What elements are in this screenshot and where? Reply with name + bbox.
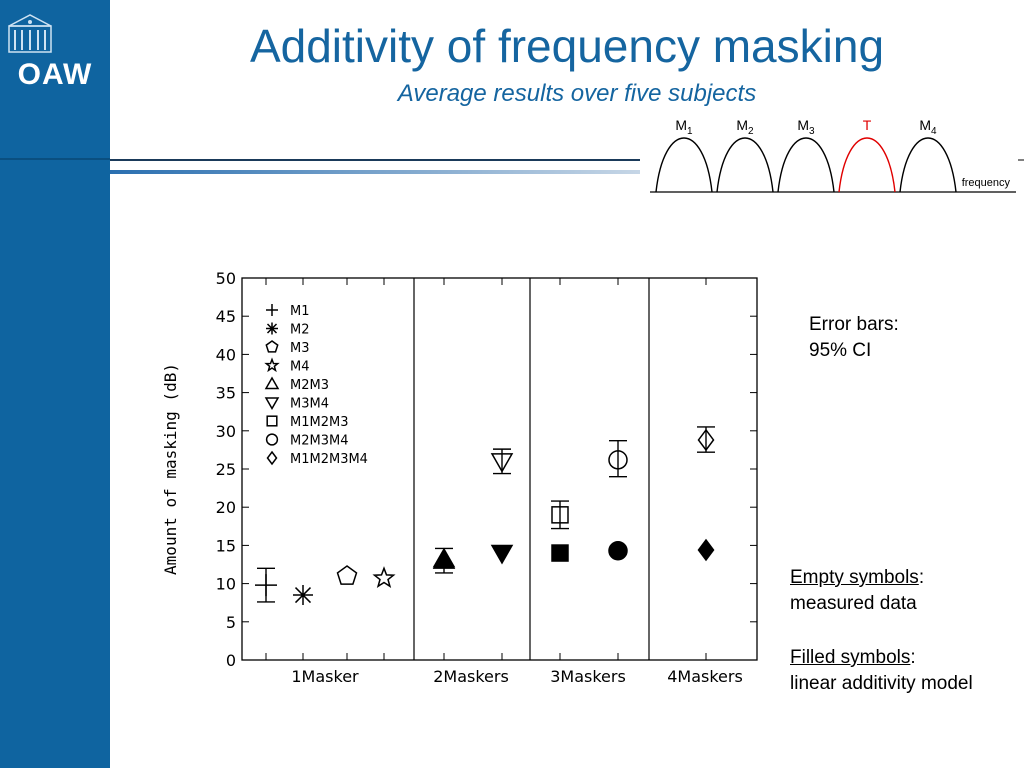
triangle-down-marker bbox=[490, 453, 514, 473]
masker-diagram: M1 M2 M3 T M4 frequency bbox=[650, 117, 1024, 193]
y-tick-label: 40 bbox=[216, 345, 236, 364]
x-group-label: 3Maskers bbox=[550, 667, 626, 686]
diamond-marker bbox=[266, 450, 278, 466]
model-point bbox=[551, 544, 569, 562]
masker-curve bbox=[777, 137, 835, 193]
legend-label: M2 bbox=[290, 323, 310, 338]
error-bars-label: Error bars: bbox=[809, 314, 899, 335]
measured-point bbox=[293, 585, 313, 606]
y-tick-label: 5 bbox=[226, 613, 236, 632]
circle-marker bbox=[265, 433, 279, 446]
masking-chart: 0 5 10 15 20 25 30 35 40 45 50 1Masker 2Maskers 3Mask… bbox=[161, 269, 758, 686]
measured-point bbox=[336, 565, 358, 585]
empty-symbols-desc: measured data bbox=[790, 593, 917, 614]
legend-label: M3 bbox=[290, 341, 310, 356]
model-point bbox=[490, 544, 514, 565]
x-group-label: 2Maskers bbox=[433, 667, 509, 686]
empty-symbols-label: Empty symbols bbox=[790, 567, 919, 588]
header-gradient-rule bbox=[110, 170, 640, 174]
square-marker bbox=[266, 415, 278, 427]
x-group-label: 4Maskers bbox=[667, 667, 743, 686]
y-tick-label: 45 bbox=[216, 307, 236, 326]
masker-label: M1 bbox=[675, 117, 693, 137]
model-point bbox=[608, 540, 628, 561]
legend-label: M1M2M3 bbox=[290, 415, 348, 430]
y-axis-label: Amount of masking (dB) bbox=[161, 363, 180, 575]
building-icon bbox=[8, 14, 52, 53]
masker-curve bbox=[655, 137, 713, 193]
logo-text: OAW bbox=[17, 58, 93, 91]
empty-symbols-note: Empty symbols: measured data bbox=[790, 565, 924, 617]
error-bars-value: 95% CI bbox=[809, 340, 872, 361]
y-tick-label: 50 bbox=[216, 269, 236, 288]
legend-label: M1 bbox=[290, 304, 310, 319]
triangle-down-marker bbox=[264, 397, 280, 411]
measured-point bbox=[372, 566, 396, 588]
legend-label: M3M4 bbox=[290, 397, 329, 412]
header-rule bbox=[110, 159, 640, 161]
y-tick-label: 25 bbox=[216, 460, 236, 479]
legend-label: M4 bbox=[290, 360, 310, 375]
masker-label: M3 bbox=[797, 117, 815, 137]
masker-label: M2 bbox=[736, 117, 754, 137]
plus-marker bbox=[255, 574, 277, 597]
masker-curve bbox=[838, 137, 896, 193]
filled-symbols-label: Filled symbols bbox=[790, 647, 911, 668]
measured-point bbox=[490, 448, 514, 475]
masker-curve bbox=[899, 137, 957, 193]
triangle-up-marker bbox=[432, 547, 456, 568]
error-bar bbox=[551, 500, 569, 530]
star-marker bbox=[264, 357, 280, 373]
measured-point bbox=[551, 500, 569, 530]
legend-label: M2M3M4 bbox=[290, 434, 348, 449]
error-bars-note: Error bars: 95% CI bbox=[809, 312, 899, 364]
filled-symbols-note: Filled symbols: linear additivity model bbox=[790, 645, 973, 697]
diamond-marker bbox=[697, 428, 715, 452]
x-group-label: 1Masker bbox=[291, 667, 359, 686]
page-title: Additivity of frequency masking bbox=[249, 20, 885, 72]
sidebar-divider bbox=[0, 158, 110, 160]
diamond-marker bbox=[697, 538, 715, 562]
circle-marker bbox=[608, 540, 628, 561]
y-tick-label: 35 bbox=[216, 384, 236, 403]
masker-label: T bbox=[863, 117, 872, 133]
triangle-down-marker bbox=[490, 544, 514, 565]
measured-point bbox=[255, 567, 277, 603]
plot-frame bbox=[241, 277, 758, 661]
square-marker bbox=[551, 506, 569, 524]
filled-symbols-colon: : bbox=[910, 647, 916, 668]
y-tick-label: 10 bbox=[216, 575, 236, 594]
empty-symbols-colon: : bbox=[918, 567, 925, 588]
measured-point bbox=[697, 426, 715, 453]
frequency-label: frequency bbox=[962, 177, 1011, 189]
measured-point bbox=[432, 547, 456, 574]
plus-marker bbox=[266, 304, 278, 316]
filled-symbols-desc: linear additivity model bbox=[790, 673, 973, 694]
pentagon-marker bbox=[336, 565, 358, 585]
y-tick-label: 15 bbox=[216, 536, 236, 555]
star-marker bbox=[372, 566, 396, 588]
asterisk-marker bbox=[266, 322, 278, 335]
error-bar bbox=[609, 440, 627, 478]
y-tick-label: 30 bbox=[216, 422, 236, 441]
model-point bbox=[697, 538, 715, 562]
masker-curve bbox=[716, 137, 774, 193]
asterisk-marker bbox=[293, 585, 313, 606]
triangle-up-marker bbox=[264, 376, 280, 390]
y-tick-label: 20 bbox=[216, 498, 236, 517]
circle-marker bbox=[608, 450, 628, 470]
y-tick-label: 0 bbox=[226, 651, 236, 670]
legend-label: M2M3 bbox=[290, 378, 329, 393]
measured-point bbox=[608, 440, 628, 478]
square-marker bbox=[551, 544, 569, 562]
pentagon-marker bbox=[265, 340, 279, 353]
legend-label: M1M2M3M4 bbox=[290, 452, 368, 467]
sidebar: OAW bbox=[0, 0, 110, 768]
masker-label: M4 bbox=[919, 117, 937, 137]
page-subtitle: Average results over five subjects bbox=[397, 80, 757, 107]
